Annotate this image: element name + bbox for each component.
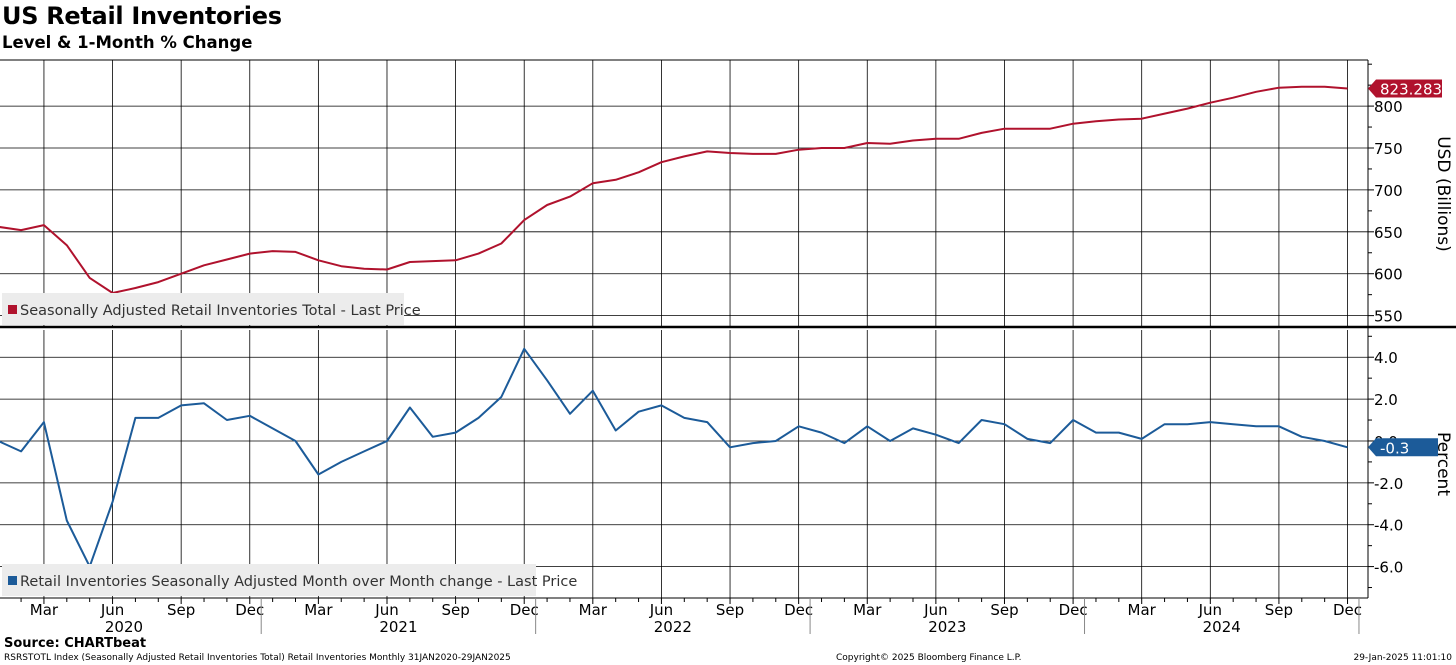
y-tick-label: 4.0 <box>1374 349 1398 367</box>
chart-title: US Retail Inventories <box>2 2 282 30</box>
last-value-label: 823.283 <box>1380 80 1442 98</box>
x-tick-label: Dec <box>1059 601 1088 619</box>
x-tick-label: Sep <box>1265 601 1293 619</box>
source-note: Source: CHARTbeat <box>4 636 147 651</box>
y-tick-label: 750 <box>1374 140 1403 158</box>
series-lines <box>0 85 1348 568</box>
x-tick-label: Mar <box>579 601 608 619</box>
gridlines <box>0 60 1368 598</box>
year-label: 2024 <box>1203 618 1241 636</box>
x-tick-label: Mar <box>1128 601 1157 619</box>
y-tick-label: 650 <box>1374 224 1403 242</box>
legend-swatch <box>8 305 17 314</box>
y-tick-label: 2.0 <box>1374 391 1398 409</box>
legend-box <box>2 293 404 325</box>
y-axis-label: USD (Billions) <box>1433 136 1453 252</box>
x-tick-label: Dec <box>1333 601 1362 619</box>
legend-label: Seasonally Adjusted Retail Inventories T… <box>20 303 421 319</box>
x-tick-label: Jun <box>923 601 947 619</box>
year-label: 2023 <box>928 618 966 636</box>
x-tick-label: Dec <box>235 601 264 619</box>
x-tick-label: Mar <box>853 601 882 619</box>
footer-timestamp: 29-Jan-2025 11:01:10 <box>1353 653 1452 663</box>
chart-subtitle: Level & 1-Month % Change <box>2 33 253 52</box>
x-tick-label: Sep <box>716 601 744 619</box>
x-tick-label: Sep <box>167 601 195 619</box>
legend-swatch <box>8 576 17 585</box>
x-tick-label: Jun <box>100 601 124 619</box>
x-tick-label: Dec <box>510 601 539 619</box>
last-value-tag <box>1368 438 1438 457</box>
year-label: 2021 <box>379 618 417 636</box>
footer-index-description: RSRSTOTL Index (Seasonally Adjusted Reta… <box>4 653 511 663</box>
y-tick-label: 800 <box>1374 98 1403 116</box>
legends: Seasonally Adjusted Retail Inventories T… <box>2 293 577 596</box>
x-tick-label: Sep <box>990 601 1018 619</box>
y-tick-label: -2.0 <box>1374 475 1403 493</box>
series-line-inventories-total <box>0 85 1348 294</box>
x-tick-label: Dec <box>784 601 813 619</box>
year-label: 2022 <box>654 618 692 636</box>
legend-box <box>2 564 536 596</box>
x-tick-label: Mar <box>30 601 59 619</box>
footer-copyright: Copyright© 2025 Bloomberg Finance L.P. <box>836 653 1022 663</box>
x-tick-label: Jun <box>374 601 398 619</box>
x-tick-label: Sep <box>441 601 469 619</box>
axis-ticks: 550 600 650 700 750 800 USD (Billions) 823.283 -… <box>20 63 1453 636</box>
last-value-label: -0.3 <box>1380 439 1409 457</box>
x-tick-label: Mar <box>304 601 333 619</box>
y-tick-label: -4.0 <box>1374 517 1403 535</box>
y-tick-label: -6.0 <box>1374 559 1403 577</box>
legend-label: Retail Inventories Seasonally Adjusted M… <box>20 574 577 590</box>
y-tick-label: 600 <box>1374 266 1403 284</box>
plot-frame <box>0 59 1456 599</box>
series-line-mom-change <box>0 347 1348 568</box>
y-tick-label: 550 <box>1374 308 1403 326</box>
x-tick-label: Jun <box>1198 601 1222 619</box>
y-tick-label: 700 <box>1374 182 1403 200</box>
last-value-tag <box>1368 79 1442 98</box>
x-tick-label: Jun <box>649 601 673 619</box>
year-label: 2020 <box>105 618 143 636</box>
